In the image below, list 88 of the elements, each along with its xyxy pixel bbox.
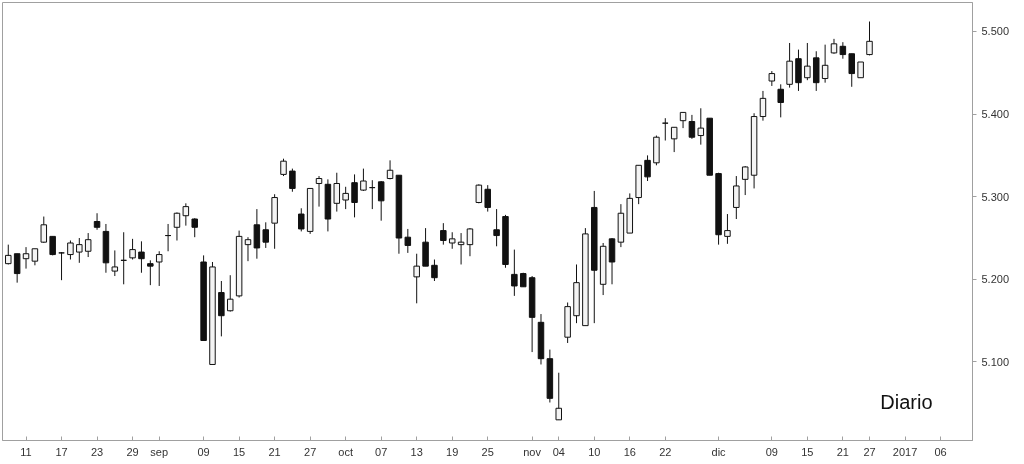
candlestick bbox=[333, 172, 341, 213]
x-tick-label: 17 bbox=[55, 445, 68, 458]
candlestick bbox=[76, 237, 83, 264]
candlestick bbox=[173, 211, 181, 242]
candlestick bbox=[298, 207, 305, 232]
candlestick bbox=[315, 175, 323, 208]
y-tick-label: 5.300 bbox=[981, 190, 1010, 203]
candlestick bbox=[351, 173, 358, 218]
candlestick bbox=[697, 107, 705, 146]
x-tick-label: 09 bbox=[765, 445, 778, 458]
candlestick bbox=[608, 237, 616, 285]
x-tick-label: 29 bbox=[126, 445, 139, 458]
candlestick bbox=[84, 232, 92, 258]
x-tick-label: oct bbox=[338, 445, 354, 458]
candlestick bbox=[839, 41, 847, 60]
y-tick-label: 5.400 bbox=[981, 108, 1010, 121]
candlestick bbox=[155, 250, 163, 287]
candlestick bbox=[466, 227, 474, 257]
x-tick-label: 04 bbox=[552, 445, 565, 458]
candlestick bbox=[759, 90, 767, 122]
candlestick bbox=[93, 212, 101, 231]
candlestick bbox=[741, 165, 749, 196]
candlestick bbox=[644, 154, 651, 182]
y-tick-label: 5.100 bbox=[981, 355, 1010, 368]
candlestick bbox=[795, 49, 802, 92]
x-tick-label: 10 bbox=[588, 445, 601, 458]
candlestick bbox=[493, 208, 500, 247]
candlestick bbox=[786, 42, 793, 89]
x-tick-label: 27 bbox=[304, 445, 317, 458]
candlestick bbox=[253, 208, 261, 260]
candlestick bbox=[218, 280, 225, 337]
candlestick bbox=[67, 240, 74, 261]
candlestick bbox=[226, 274, 234, 313]
candlestick bbox=[404, 228, 412, 254]
y-tick-label: 5.500 bbox=[981, 25, 1010, 38]
x-tick-label: 11 bbox=[20, 445, 32, 458]
candlestick bbox=[431, 259, 438, 282]
candlestick bbox=[147, 259, 154, 286]
candlestick bbox=[804, 42, 811, 81]
candlestick bbox=[360, 168, 367, 192]
candlestick bbox=[670, 126, 678, 153]
candlestick bbox=[848, 53, 855, 88]
candlestick bbox=[377, 180, 385, 222]
x-tick-label: 25 bbox=[481, 445, 494, 458]
x-tick-label: 16 bbox=[623, 445, 636, 458]
x-tick-label: 2017 bbox=[892, 445, 918, 458]
candlestick bbox=[22, 246, 30, 270]
x-tick-label: 13 bbox=[410, 445, 423, 458]
x-tick-label: 27 bbox=[863, 445, 876, 458]
candlestick bbox=[866, 21, 873, 56]
candlestick bbox=[724, 213, 731, 245]
x-tick-label: dic bbox=[711, 445, 727, 458]
x-tick-label: 23 bbox=[90, 445, 104, 458]
candlestick bbox=[777, 83, 784, 118]
candlestick bbox=[511, 249, 518, 297]
candlestick bbox=[413, 253, 420, 304]
candlestick bbox=[555, 372, 562, 421]
x-tick-label: 15 bbox=[801, 445, 814, 458]
candlestick bbox=[40, 216, 48, 244]
candlestick bbox=[422, 227, 429, 267]
x-tick-label: 06 bbox=[934, 445, 947, 458]
candlestick bbox=[440, 222, 447, 246]
candlestick bbox=[244, 236, 252, 262]
candlestick bbox=[733, 175, 740, 220]
candlestick bbox=[262, 221, 270, 249]
candlestick bbox=[289, 168, 296, 193]
annotation: Diario bbox=[880, 390, 933, 413]
candlestick bbox=[58, 251, 65, 281]
candlestick bbox=[13, 253, 21, 284]
candlestick bbox=[191, 217, 198, 238]
candlestick bbox=[182, 202, 190, 227]
candlestick bbox=[342, 186, 349, 210]
candlestick bbox=[688, 114, 696, 140]
x-tick-label: 09 bbox=[197, 445, 210, 458]
candlestick bbox=[138, 240, 145, 274]
x-tick-label: 07 bbox=[375, 445, 388, 458]
candlestick bbox=[821, 44, 829, 84]
x-tick-label: 22 bbox=[659, 445, 672, 458]
x-tick-label: nov bbox=[523, 445, 542, 458]
candlestick bbox=[484, 184, 491, 213]
x-tick-label: sep bbox=[150, 445, 169, 458]
x-tick-label: 21 bbox=[836, 445, 849, 458]
x-tick-label: 21 bbox=[268, 445, 281, 458]
candlestick bbox=[111, 249, 119, 277]
x-tick-label: 15 bbox=[233, 445, 246, 458]
candlestick bbox=[129, 238, 136, 261]
y-tick-label: 5.200 bbox=[981, 273, 1010, 286]
x-tick-label: 19 bbox=[446, 445, 459, 458]
